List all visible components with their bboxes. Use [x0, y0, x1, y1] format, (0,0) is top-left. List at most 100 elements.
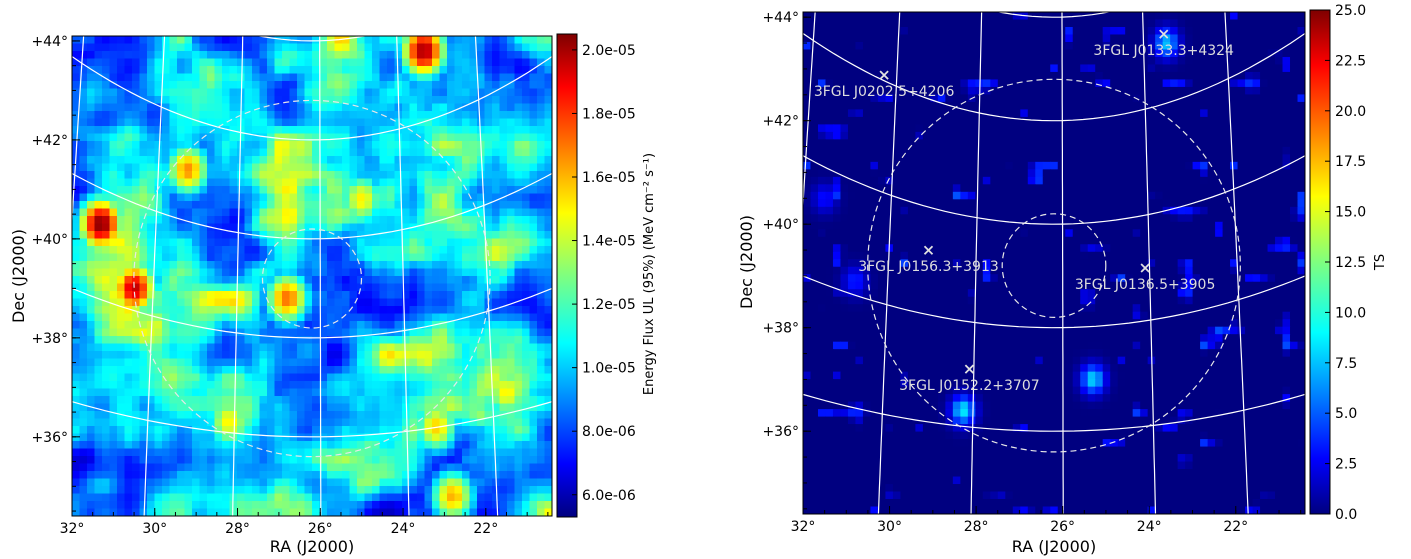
heatmap-cell — [87, 351, 96, 360]
heatmap-cell — [214, 253, 223, 262]
heatmap-cell — [477, 276, 486, 285]
heatmap-cell — [147, 456, 156, 465]
heatmap-cell — [139, 366, 148, 375]
heatmap-cell — [244, 486, 253, 495]
heatmap-cell — [162, 231, 171, 240]
heatmap-cell — [297, 418, 306, 427]
heatmap-cell — [484, 156, 493, 165]
heatmap-cell — [484, 433, 493, 442]
heatmap-cell — [267, 58, 276, 67]
heatmap-cell — [1222, 94, 1231, 103]
heatmap-cell — [817, 49, 827, 58]
heatmap-cell — [229, 283, 238, 292]
heatmap-cell — [1290, 41, 1299, 51]
heatmap-cell — [124, 66, 133, 75]
heatmap-cell — [237, 403, 246, 412]
heatmap-cell — [87, 133, 96, 142]
heatmap-cell — [477, 163, 486, 172]
heatmap-cell — [462, 178, 471, 187]
heatmap-cell — [960, 49, 969, 58]
heatmap-cell — [507, 208, 516, 217]
heatmap-cell — [537, 246, 546, 255]
heatmap-cell — [507, 418, 516, 427]
heatmap-cell — [229, 253, 238, 262]
heatmap-cell — [514, 426, 523, 435]
heatmap-cell — [319, 66, 328, 75]
heatmap-cell — [870, 34, 879, 43]
heatmap-cell — [237, 246, 246, 255]
heatmap-cell — [1155, 49, 1164, 58]
heatmap-cell — [930, 94, 939, 103]
heatmap-cell — [162, 51, 171, 60]
heatmap-cell — [117, 343, 126, 352]
heatmap-cell — [1020, 56, 1029, 66]
heatmap-cell — [192, 291, 201, 300]
heatmap-cell — [357, 501, 366, 510]
heatmap-cell — [522, 261, 531, 270]
heatmap-cell — [372, 238, 381, 247]
heatmap-cell — [1207, 19, 1216, 28]
heatmap-cell — [154, 223, 163, 232]
heatmap-cell — [379, 178, 388, 187]
heatmap-cell — [357, 508, 366, 516]
heatmap-cell — [94, 448, 103, 457]
heatmap-cell — [87, 156, 96, 165]
heatmap-cell — [282, 411, 291, 420]
heatmap-cell — [915, 41, 924, 51]
heatmap-cell — [1267, 34, 1276, 43]
heatmap-cell — [529, 58, 538, 67]
right-heatmap — [803, 12, 1305, 514]
heatmap-cell — [417, 493, 426, 502]
heatmap-cell — [102, 313, 111, 322]
heatmap-cell — [282, 403, 291, 412]
heatmap-cell — [297, 493, 306, 502]
heatmap-cell — [372, 88, 381, 97]
heatmap-cell — [267, 388, 276, 397]
heatmap-cell — [537, 313, 546, 322]
heatmap-cell — [102, 343, 111, 352]
heatmap-cell — [424, 388, 433, 397]
heatmap-cell — [214, 88, 223, 97]
heatmap-cell — [492, 501, 501, 510]
heatmap-cell — [1200, 56, 1209, 66]
heatmap-cell — [319, 366, 328, 375]
heatmap-cell — [274, 441, 283, 450]
heatmap-cell — [169, 291, 178, 300]
heatmap-cell — [147, 433, 156, 442]
heatmap-cell — [169, 313, 178, 322]
heatmap-cell — [117, 156, 126, 165]
heatmap-cell — [109, 306, 118, 315]
heatmap-cell — [832, 49, 842, 58]
heatmap-cell — [237, 508, 246, 516]
heatmap-cell — [229, 193, 238, 202]
heatmap-cell — [192, 336, 201, 345]
heatmap-cell — [199, 283, 208, 292]
heatmap-cell — [379, 396, 388, 405]
heatmap-cell — [214, 396, 223, 405]
heatmap-cell — [72, 493, 81, 502]
heatmap-cell — [1215, 26, 1224, 36]
heatmap-cell — [424, 306, 433, 315]
heatmap-cell — [462, 208, 471, 217]
heatmap-cell — [1095, 86, 1104, 96]
heatmap-cell — [79, 328, 88, 337]
heatmap-cell — [94, 456, 103, 465]
heatmap-cell — [297, 66, 306, 75]
heatmap-cell — [537, 343, 546, 352]
heatmap-cell — [402, 246, 411, 255]
heatmap-cell — [379, 268, 388, 277]
heatmap-cell — [357, 253, 366, 262]
heatmap-cell — [387, 253, 396, 262]
heatmap-cell — [439, 351, 448, 360]
heatmap-cell — [522, 463, 531, 472]
heatmap-cell — [169, 36, 178, 45]
heatmap-cell — [274, 373, 283, 382]
heatmap-cell — [199, 88, 208, 97]
heatmap-cell — [102, 96, 111, 105]
heatmap-cell — [342, 493, 351, 502]
heatmap-cell — [124, 486, 133, 495]
heatmap-cell — [507, 463, 516, 472]
heatmap-cell — [357, 66, 366, 75]
heatmap-cell — [499, 36, 508, 45]
heatmap-cell — [454, 43, 463, 52]
